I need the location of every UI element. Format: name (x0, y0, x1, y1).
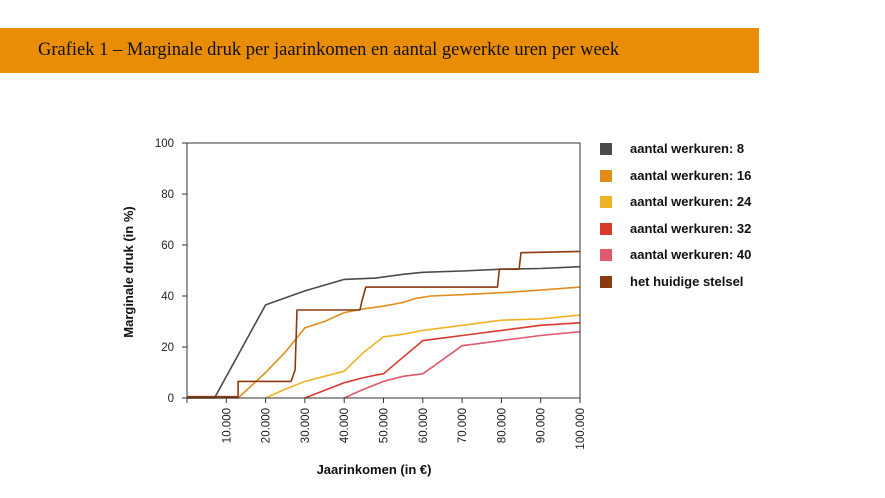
x-tick-label: 90.000 (536, 408, 548, 443)
series-line-4 (304, 322, 581, 399)
series-layer (187, 250, 581, 399)
x-axis-label: Jaarinkomen (in €) (317, 462, 432, 477)
legend-swatch (600, 275, 612, 288)
legend-swatch (600, 249, 612, 261)
series-line-3 (265, 314, 581, 399)
title-banner: Grafiek 1 – Marginale druk per jaarinkom… (0, 28, 759, 73)
x-tick-label: 100.000 (575, 408, 587, 450)
legend-label: aantal werkuren: 8 (630, 141, 745, 156)
y-tick-label: 0 (168, 393, 174, 405)
axes-layer: 0 20 40 60 80 100 10.000 20.000 30.000 40.000 50.0… (155, 138, 587, 450)
legend-swatch (600, 196, 612, 208)
legend-swatch (600, 222, 612, 235)
x-tick-label: 60.000 (418, 408, 430, 443)
series-line-5 (343, 330, 581, 399)
x-tick-label: 80.000 (496, 408, 508, 443)
y-tick-label: 40 (161, 291, 174, 303)
x-tick-label: 30.000 (300, 408, 312, 443)
series-line-2 (187, 286, 581, 399)
x-tick-label: 40.000 (339, 408, 351, 443)
y-tick-label: 80 (161, 189, 174, 201)
legend-label: aantal werkuren: 24 (630, 194, 752, 209)
legend-label: aantal werkuren: 32 (630, 220, 752, 236)
y-tick-label: 60 (161, 240, 174, 252)
legend-swatch (600, 143, 612, 155)
plot-area-frame (186, 142, 581, 399)
legend-label: aantal werkuren: 16 (630, 167, 752, 183)
x-tick-label: 50.000 (379, 408, 391, 443)
y-tick-label: 100 (155, 138, 174, 150)
x-tick-label: 10.000 (221, 408, 233, 443)
x-tick-label: 20.000 (261, 408, 273, 443)
y-tick-label: 20 (161, 342, 174, 354)
legend-label: het huidige stelsel (630, 273, 744, 289)
chart-title: Grafiek 1 – Marginale druk per jaarinkom… (38, 40, 620, 60)
x-tick-label: 70.000 (457, 408, 469, 443)
legend-swatch (600, 169, 612, 182)
y-axis-label: Marginale druk (in %) (121, 206, 136, 337)
series-line-6 (187, 250, 581, 398)
legend-label: aantal werkuren: 40 (630, 247, 752, 262)
